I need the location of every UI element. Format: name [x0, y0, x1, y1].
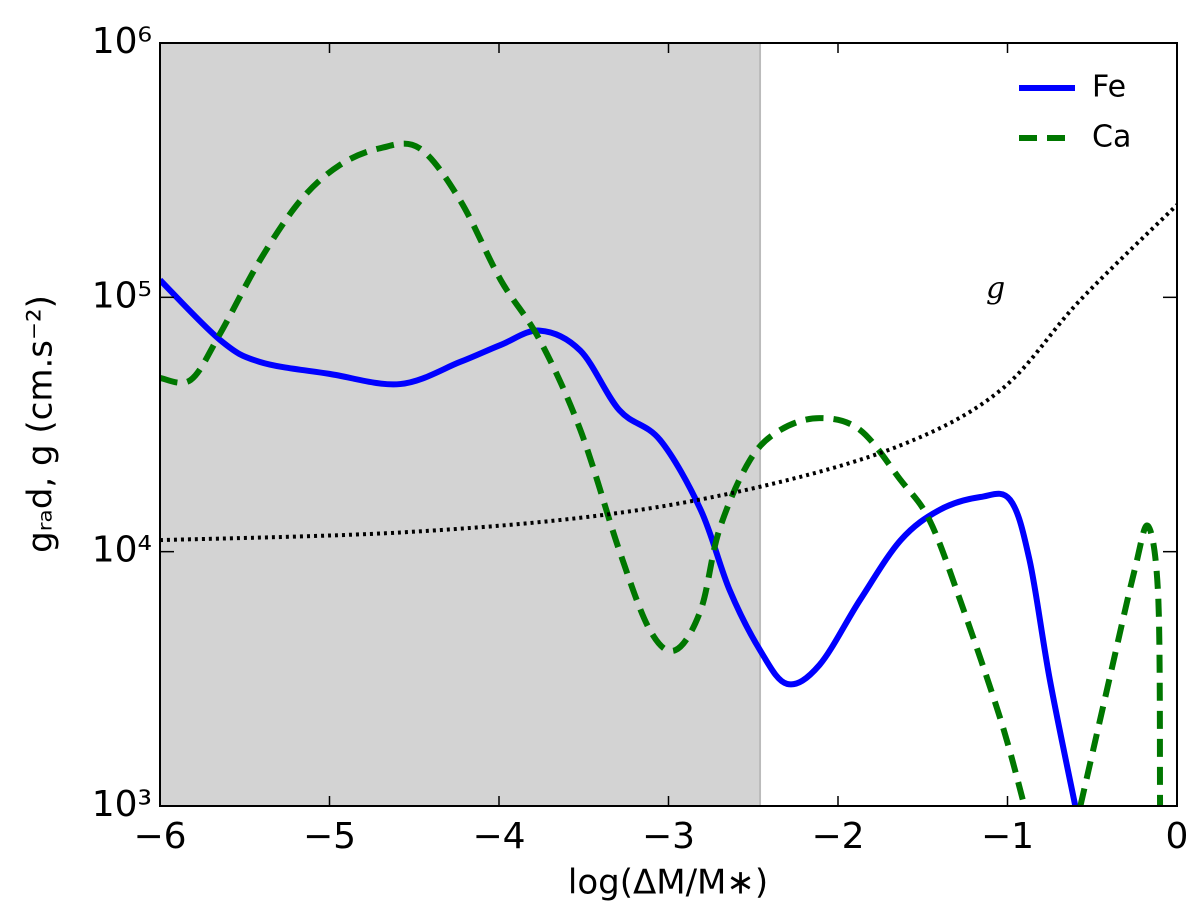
x-axis-label: log(ΔM/M∗) — [568, 863, 768, 903]
y-tick-label: 10⁴ — [92, 530, 152, 571]
legend-label: Ca — [1092, 120, 1131, 155]
y-tick-label: 10⁶ — [92, 21, 152, 62]
y-tick-label: 10³ — [92, 784, 152, 825]
x-tick-label: −4 — [472, 816, 525, 857]
series-line — [160, 203, 1177, 543]
x-tick-label: −3 — [642, 816, 695, 857]
y-tick-label: 10⁵ — [92, 275, 152, 316]
annotation: g — [986, 271, 1005, 306]
series-line — [160, 277, 1079, 806]
x-tick-label: −2 — [811, 816, 864, 857]
x-tick-label: −5 — [303, 816, 356, 857]
plot-area — [160, 43, 1177, 806]
y-axis-label: gᵣₐd, g (cm.s⁻²) — [21, 295, 61, 553]
shaded-region — [160, 43, 761, 806]
x-tick-label: −6 — [133, 816, 186, 857]
x-tick-label: 0 — [1166, 816, 1189, 857]
x-tick-label: −1 — [981, 816, 1034, 857]
series-line — [160, 140, 1164, 806]
legend-label: Fe — [1092, 70, 1126, 105]
